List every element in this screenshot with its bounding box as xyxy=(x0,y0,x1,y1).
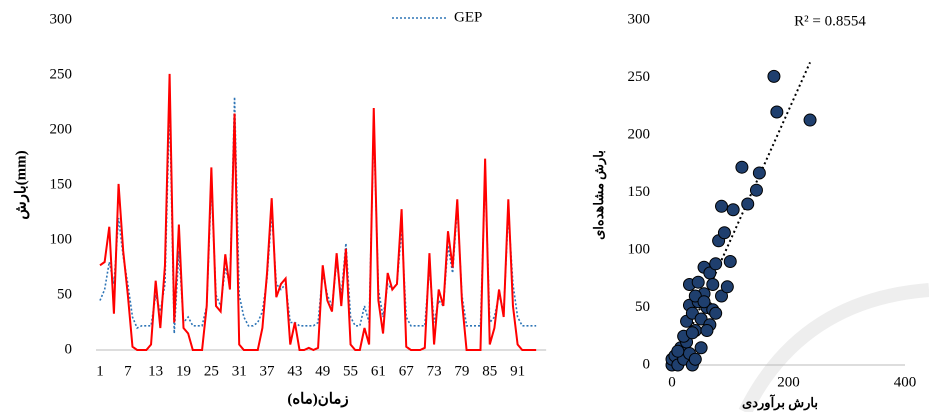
y-tick-label: 150 xyxy=(628,184,651,200)
point xyxy=(671,344,685,358)
point xyxy=(741,197,755,211)
x-tick-label: 55 xyxy=(343,363,358,379)
point xyxy=(709,257,723,271)
y-tick-label: 0 xyxy=(65,341,73,357)
point xyxy=(697,295,711,309)
y-tick-label: 0 xyxy=(643,356,651,372)
point xyxy=(694,341,708,355)
point xyxy=(688,352,702,366)
annotation: R² = 0.8554 xyxy=(794,13,866,29)
y-axis-label: بارش(mm) xyxy=(13,150,29,219)
x-tick-label: 79 xyxy=(454,363,469,379)
y-tick-label: 150 xyxy=(50,176,73,192)
x-tick-label: 85 xyxy=(482,363,497,379)
y-tick-label: 200 xyxy=(50,121,73,137)
series-line xyxy=(99,96,537,334)
x-tick-label: 1 xyxy=(96,363,104,379)
x-tick-label: 73 xyxy=(427,363,442,379)
x-tick-label: 7 xyxy=(124,363,132,379)
x-tick-label: 0 xyxy=(668,374,676,390)
point xyxy=(717,226,731,240)
x-tick-label: 61 xyxy=(371,363,386,379)
point xyxy=(767,69,781,83)
x-tick-label: 49 xyxy=(315,363,330,379)
point xyxy=(770,105,784,119)
point xyxy=(723,255,737,268)
point xyxy=(700,324,714,337)
y-axis-label: بارش مشاهده‌ای xyxy=(591,150,607,240)
watermark xyxy=(738,283,929,412)
series-line xyxy=(99,73,537,352)
x-tick-label: 25 xyxy=(204,363,219,379)
point xyxy=(735,160,749,174)
y-tick-label: 250 xyxy=(628,69,651,85)
y-tick-label: 100 xyxy=(628,241,651,257)
legend-label: GEP xyxy=(454,9,482,25)
x-axis-label: زمان(ماه) xyxy=(287,391,348,407)
x-tick-label: 19 xyxy=(176,363,191,379)
y-tick-label: 50 xyxy=(57,286,72,302)
point xyxy=(726,203,740,217)
y-tick-label: 100 xyxy=(50,231,73,247)
x-tick-label: 200 xyxy=(777,374,800,390)
point xyxy=(749,183,763,197)
x-tick-label: 43 xyxy=(287,363,302,379)
y-tick-label: 200 xyxy=(628,126,651,142)
point xyxy=(691,275,705,289)
x-tick-label: 400 xyxy=(894,374,917,390)
y-tick-label: 300 xyxy=(628,11,651,27)
point xyxy=(752,166,766,180)
y-tick-label: 300 xyxy=(50,11,73,27)
x-tick-label: 37 xyxy=(260,363,276,379)
x-tick-label: 91 xyxy=(510,363,525,379)
point xyxy=(720,280,734,294)
x-tick-label: 31 xyxy=(232,363,247,379)
point xyxy=(685,326,699,340)
point xyxy=(715,289,729,303)
x-axis-label: بارش برآوردی xyxy=(742,394,818,411)
x-tick-label: 13 xyxy=(148,363,163,379)
y-tick-label: 250 xyxy=(50,66,73,82)
point xyxy=(706,278,720,291)
point xyxy=(715,199,729,213)
x-tick-label: 67 xyxy=(399,363,415,379)
point xyxy=(803,113,817,127)
point xyxy=(709,306,723,320)
y-tick-label: 50 xyxy=(635,299,650,315)
